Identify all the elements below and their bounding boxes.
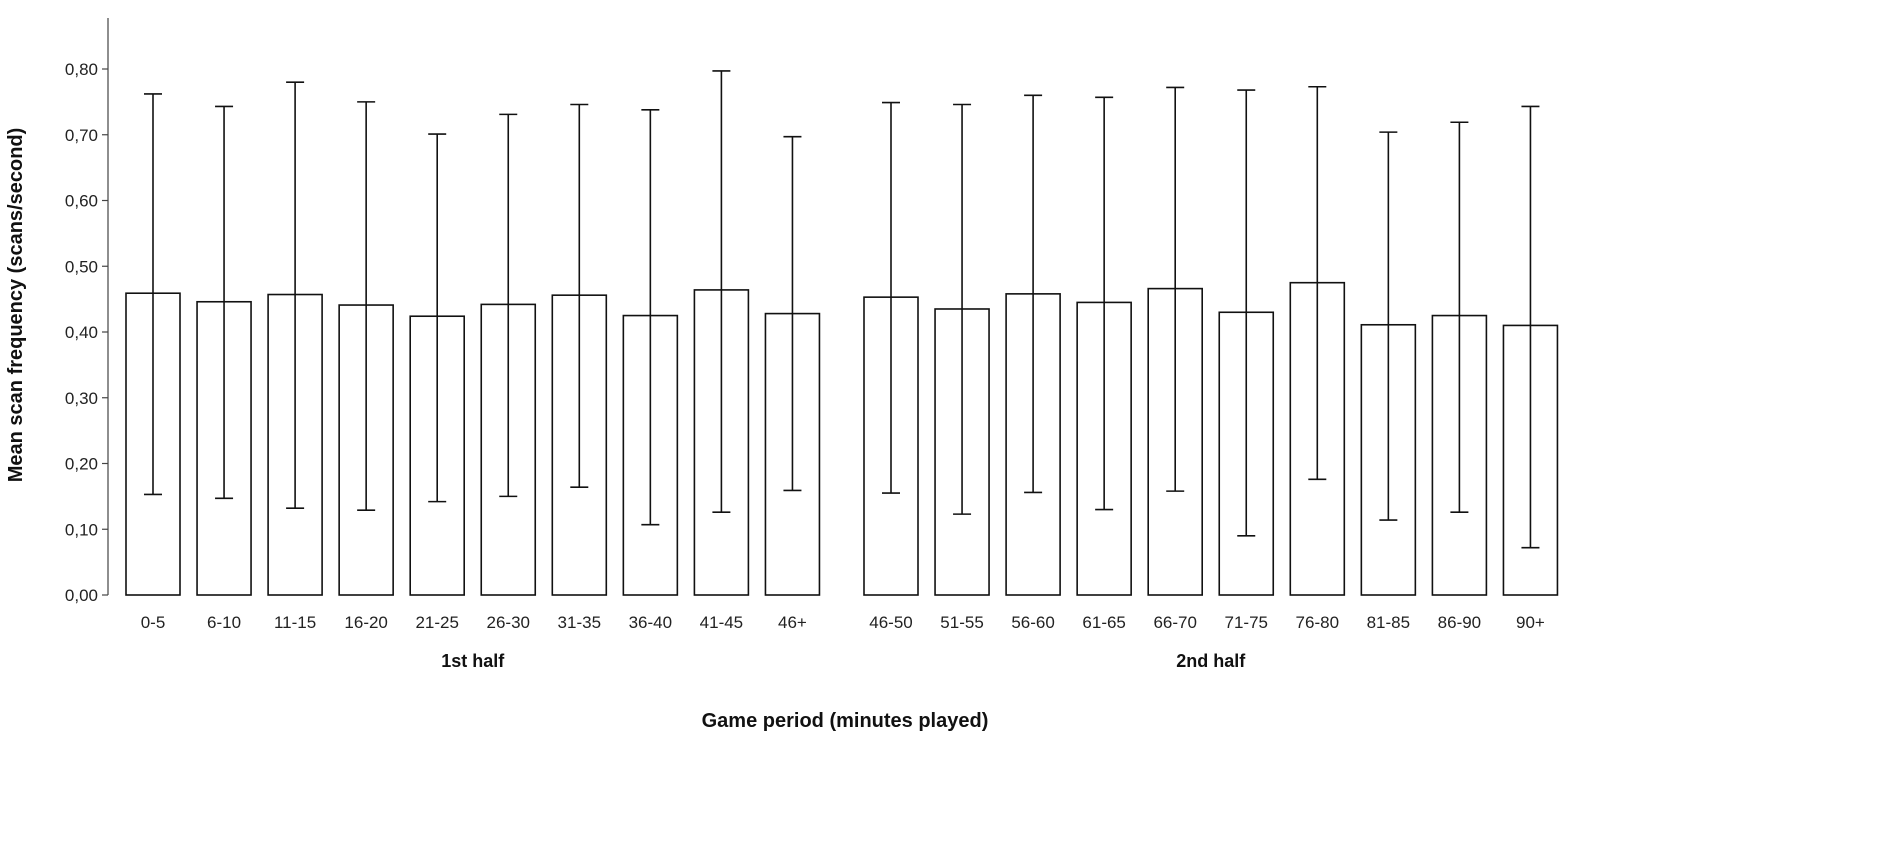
x-tick-label: 41-45: [700, 613, 743, 632]
x-tick-label: 46-50: [869, 613, 912, 632]
x-tick-label: 76-80: [1296, 613, 1339, 632]
bars-layer: [125, 70, 1559, 596]
x-tick-label: 86-90: [1438, 613, 1481, 632]
y-tick-label: 0,40: [65, 323, 98, 342]
x-tick-label: 56-60: [1011, 613, 1054, 632]
x-tick-label: 51-55: [940, 613, 983, 632]
x-tick-label: 81-85: [1367, 613, 1410, 632]
x-tick-label: 36-40: [629, 613, 672, 632]
y-tick-label: 0,20: [65, 455, 98, 474]
x-tick-label: 90+: [1516, 613, 1545, 632]
x-tick-label: 46+: [778, 613, 807, 632]
y-tick-label: 0,50: [65, 257, 98, 276]
y-tick-label: 0,10: [65, 520, 98, 539]
group-label: 2nd half: [1176, 651, 1246, 671]
x-tick-label: 31-35: [558, 613, 601, 632]
x-tick-labels: 0-5 6-10 11-15 16-20 21-25 26-30 31-35 36-40 41-…: [141, 613, 1545, 632]
x-tick-label: 71-75: [1225, 613, 1268, 632]
y-tick-label: 0,30: [65, 389, 98, 408]
x-tick-label: 11-15: [274, 613, 316, 632]
y-axis: 0,00 0,10 0,20 0,30 0,40 0,50 0,60 0,70 0,80: [65, 18, 109, 605]
x-tick-label: 6-10: [207, 613, 241, 632]
x-tick-label: 21-25: [415, 613, 458, 632]
x-axis-title: Game period (minutes played): [702, 710, 989, 732]
y-tick-label: 0,60: [65, 192, 98, 211]
x-tick-label: 61-65: [1082, 613, 1125, 632]
y-tick-label: 0,00: [65, 586, 98, 605]
x-tick-label: 16-20: [344, 613, 387, 632]
y-axis-title: Mean scan frequency (scans/second): [5, 128, 27, 483]
x-tick-label: 66-70: [1153, 613, 1196, 632]
x-tick-label: 0-5: [141, 613, 166, 632]
group-labels: 1st half 2nd half: [441, 651, 1246, 671]
y-tick-label: 0,70: [65, 126, 98, 145]
y-tick-label: 0,80: [65, 60, 98, 79]
x-tick-label: 26-30: [487, 613, 530, 632]
group-label: 1st half: [441, 651, 505, 671]
